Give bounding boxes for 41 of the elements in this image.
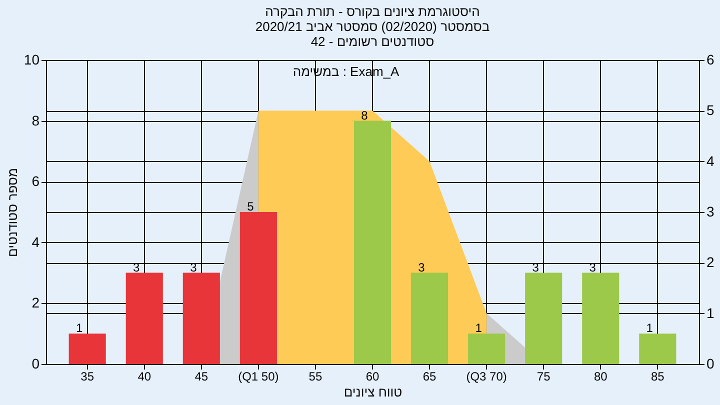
x-tick-label: 40 bbox=[138, 370, 152, 384]
x-tick-label: 85 bbox=[650, 370, 665, 384]
data-label: 8 bbox=[361, 108, 368, 122]
y-tick-label: 4 bbox=[32, 234, 40, 250]
y-axis-title: מספר סטודנטים bbox=[4, 168, 20, 257]
y2-tick-label: 3 bbox=[706, 204, 714, 220]
y-tick-label: 8 bbox=[32, 112, 40, 128]
x-tick-label: 75 bbox=[536, 370, 551, 384]
text: סטודנטים רשומים - 42 bbox=[310, 34, 434, 49]
x-tick-label: 80 bbox=[594, 370, 608, 384]
text: היסטוגרמת ציונים בקורס - תורת הבקרה bbox=[265, 4, 480, 19]
y2-tick-label: 0 bbox=[706, 356, 714, 372]
bar bbox=[639, 334, 676, 364]
bar bbox=[126, 272, 163, 364]
x-tick-label: 55 bbox=[308, 370, 322, 384]
x-tick-label: 45 bbox=[194, 370, 208, 384]
data-label: 1 bbox=[646, 321, 654, 336]
data-label: 1 bbox=[76, 321, 84, 336]
y2-tick-label: 4 bbox=[706, 152, 714, 169]
y-tick-label: 0 bbox=[32, 356, 40, 372]
x-axis-title: טווח ציונים bbox=[344, 384, 402, 400]
x-tick-label: 65 bbox=[422, 370, 437, 384]
bar bbox=[582, 272, 620, 364]
x-tick-label: 35 bbox=[80, 370, 94, 384]
x-tick-label: 60 bbox=[366, 370, 380, 384]
y2-tick-label: 2 bbox=[706, 254, 714, 270]
y2-tick-label: 5 bbox=[706, 102, 714, 118]
x-tick-label: (Q3 70) bbox=[466, 370, 507, 384]
x-tick-label: (Q1 50) bbox=[238, 370, 279, 384]
y-tick-label: 2 bbox=[32, 294, 40, 311]
bar bbox=[410, 272, 448, 364]
y2-tick-label: 1 bbox=[706, 304, 714, 321]
y2-tick-label: 6 bbox=[706, 52, 714, 68]
bar bbox=[354, 120, 392, 364]
data-label: 5 bbox=[247, 200, 254, 214]
text: בסמסטר (02/2020) סמסטר אביב 2020/21 bbox=[255, 19, 490, 34]
data-label: 1 bbox=[475, 321, 482, 336]
y-tick-label: 10 bbox=[24, 52, 40, 68]
data-label: 3 bbox=[418, 260, 426, 274]
y-tick-label: 6 bbox=[32, 173, 40, 190]
bar bbox=[68, 334, 106, 364]
